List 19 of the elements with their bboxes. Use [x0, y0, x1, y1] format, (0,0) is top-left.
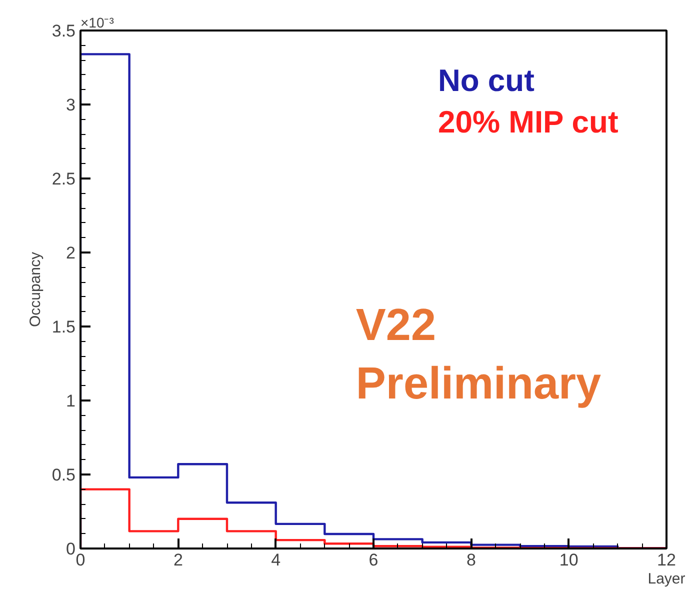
y-tick-label: 3 [66, 96, 76, 114]
x-tick-label: 10 [559, 550, 578, 570]
x-tick-label: 12 [657, 550, 676, 570]
y-axis-title: Occupancy [26, 251, 44, 328]
text: 20% MIP cut [438, 104, 618, 140]
y-tick-label: 1 [66, 392, 76, 410]
y-tick-label: 0.5 [52, 466, 76, 484]
annotation: ×10⁻³ [80, 14, 114, 30]
x-tick-label: 6 [368, 550, 378, 570]
text: No cut [438, 62, 534, 98]
annotation: V22 Preliminary [356, 298, 602, 409]
y-tick-label: 3.5 [52, 22, 76, 40]
x-tick-label: 8 [466, 550, 476, 570]
x-axis-title: Layer [648, 570, 686, 588]
x-tick-label: 4 [271, 550, 281, 570]
y-tick-label: 2.5 [52, 170, 76, 188]
x-tick-label: 2 [173, 550, 183, 570]
y-tick-label: 1.5 [52, 318, 76, 336]
y-tick-label: 2 [66, 244, 76, 262]
